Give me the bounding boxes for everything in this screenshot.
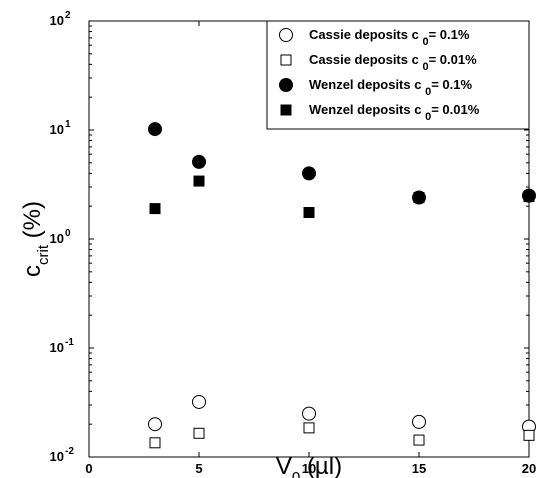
- y-axis-title-unit: (%): [19, 201, 46, 245]
- data-points: [148, 122, 536, 449]
- x-tick-label: 15: [412, 461, 426, 476]
- legend-box: [266, 20, 530, 130]
- x-tick-labels: 0 5 10 15 20: [85, 461, 536, 476]
- y-tick-label: 10: [50, 449, 64, 464]
- legend-label-4: Wenzel deposits c 0= 0.01%: [309, 102, 480, 123]
- y-tick-exponent: 2: [65, 10, 71, 21]
- data-point-series-4: [193, 175, 205, 187]
- data-point-series-3: [148, 122, 162, 137]
- data-point-series-2: [149, 437, 161, 449]
- legend-label-1: Cassie deposits c 0= 0.1%: [309, 27, 470, 48]
- x-axis-title: V0 (µl): [276, 453, 342, 478]
- data-point-series-2: [413, 434, 425, 446]
- x-tick-label: 20: [522, 461, 536, 476]
- data-point-series-2: [303, 422, 315, 434]
- x-tick-label: 5: [195, 461, 202, 476]
- legend-label-3: Wenzel deposits c 0= 0.1%: [309, 77, 472, 98]
- legend-marker-2: [280, 54, 292, 66]
- data-point-series-4: [149, 203, 161, 215]
- legend-marker-1: [279, 28, 293, 42]
- y-axis-title-main: c: [19, 265, 46, 277]
- data-point-series-4: [413, 192, 425, 204]
- data-point-series-2: [523, 429, 535, 441]
- y-tick-exponent: 0: [65, 228, 71, 239]
- data-point-series-2: [193, 427, 205, 439]
- data-point-series-3: [192, 154, 206, 169]
- x-tick-label: 0: [85, 461, 92, 476]
- y-axis-title-sub: crit: [35, 244, 52, 265]
- data-point-series-1: [302, 406, 316, 421]
- y-tick-exponent: -2: [65, 446, 74, 457]
- data-point-series-1: [412, 414, 426, 429]
- data-point-series-4: [523, 191, 535, 203]
- y-tick-label: 10: [50, 340, 64, 355]
- legend-marker-4: [280, 104, 292, 116]
- y-tick-label: 10: [50, 231, 64, 246]
- x-tick-label: 10: [302, 461, 316, 476]
- data-point-series-4: [303, 207, 315, 219]
- legend: Cassie deposits c 0= 0.1% Cassie deposits…: [266, 20, 530, 130]
- data-point-series-3: [302, 166, 316, 181]
- y-tick-label: 10: [50, 122, 64, 137]
- data-point-series-1: [192, 394, 206, 409]
- legend-label-2: Cassie deposits c 0= 0.01%: [309, 52, 477, 73]
- y-tick-label: 10: [50, 13, 64, 28]
- legend-marker-3: [279, 78, 293, 92]
- y-tick-exponent: -1: [65, 337, 74, 348]
- data-point-series-1: [148, 417, 162, 432]
- x-axis-title-sub: 0: [292, 469, 300, 478]
- x-axis-title-unit: (µl): [300, 453, 342, 478]
- y-axis-title: ccrit (%): [19, 201, 52, 277]
- y-tick-exponent: 1: [65, 119, 71, 130]
- x-axis-title-main: V: [276, 453, 292, 478]
